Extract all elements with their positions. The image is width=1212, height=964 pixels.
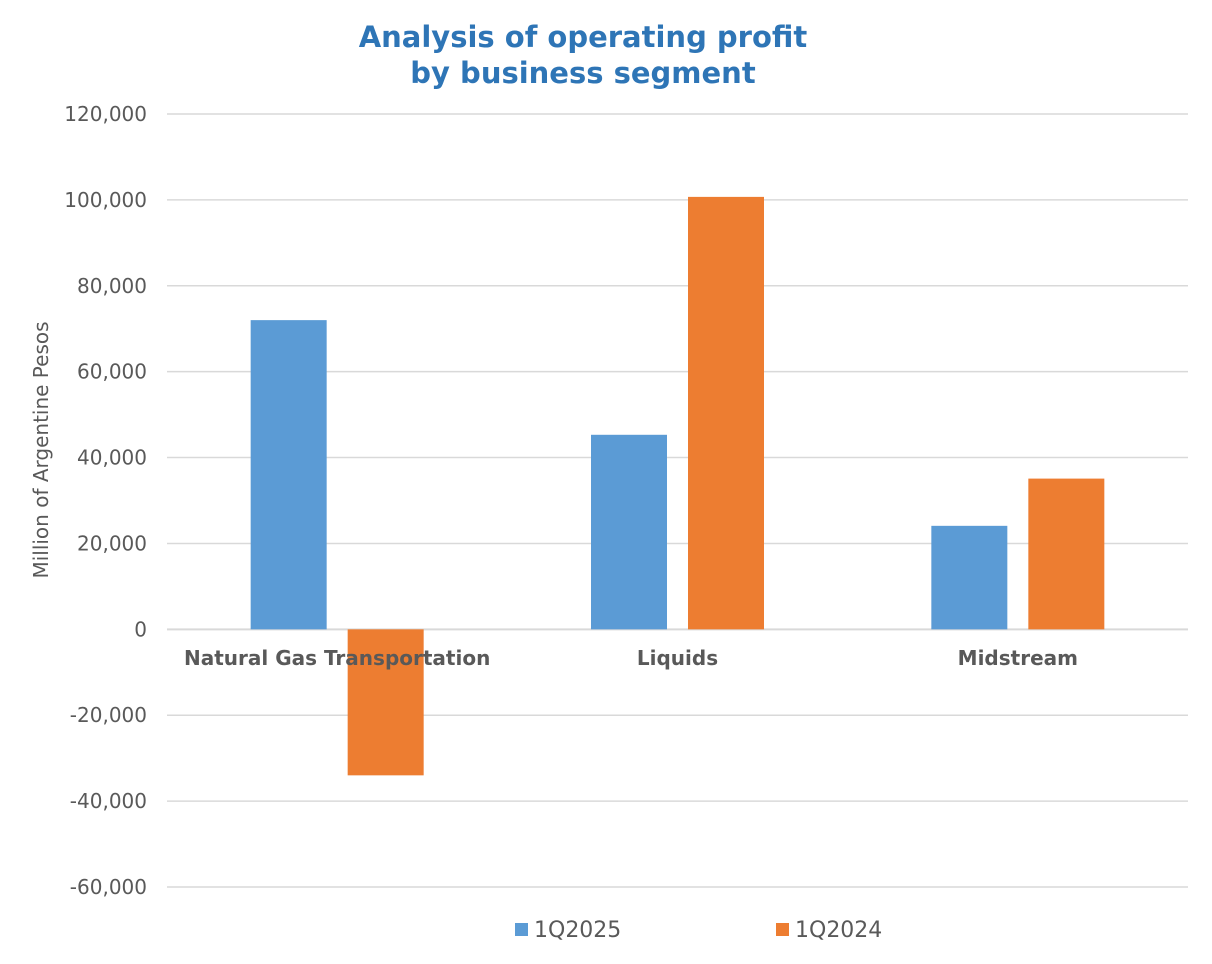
bar — [347, 629, 424, 776]
legend-swatch — [515, 923, 528, 936]
legend-label: 1Q2024 — [795, 918, 882, 943]
y-axis-label: Million of Argentine Pesos — [29, 321, 53, 578]
y-tick-label: 100,000 — [64, 188, 147, 212]
bars — [250, 196, 1105, 776]
gridlines — [167, 113, 1188, 888]
bar — [250, 320, 327, 630]
category-label: Natural Gas Transportation — [184, 646, 490, 670]
bar — [688, 196, 764, 630]
category-label: Liquids — [637, 646, 718, 670]
category-label: Midstream — [958, 646, 1078, 670]
y-tick-label: -40,000 — [70, 789, 147, 813]
y-tick-label: 60,000 — [77, 360, 147, 384]
y-tick-label: 80,000 — [77, 274, 147, 298]
y-tick-label: 120,000 — [64, 102, 147, 126]
y-tick-label: 40,000 — [77, 446, 147, 470]
y-tick-label: -60,000 — [70, 875, 147, 899]
y-tick-labels: 120,000 100,000 80,000 60,000 40,000 20,000 0 -… — [64, 102, 147, 899]
legend-label: 1Q2025 — [534, 918, 621, 943]
y-tick-label: -20,000 — [70, 703, 147, 727]
legend: 1Q2025 1Q2024 — [515, 918, 882, 943]
legend-swatch — [776, 923, 789, 936]
y-tick-label: 20,000 — [77, 531, 147, 555]
chart-title-line-2: by business segment — [410, 56, 756, 90]
bar — [931, 525, 1008, 630]
bar — [1028, 478, 1105, 630]
category-labels: Natural Gas Transportation Liquids Midstre… — [184, 646, 1078, 670]
chart-title-line-1: Analysis of operating profit — [359, 20, 808, 54]
y-tick-label: 0 — [134, 617, 147, 641]
bar — [591, 434, 667, 630]
